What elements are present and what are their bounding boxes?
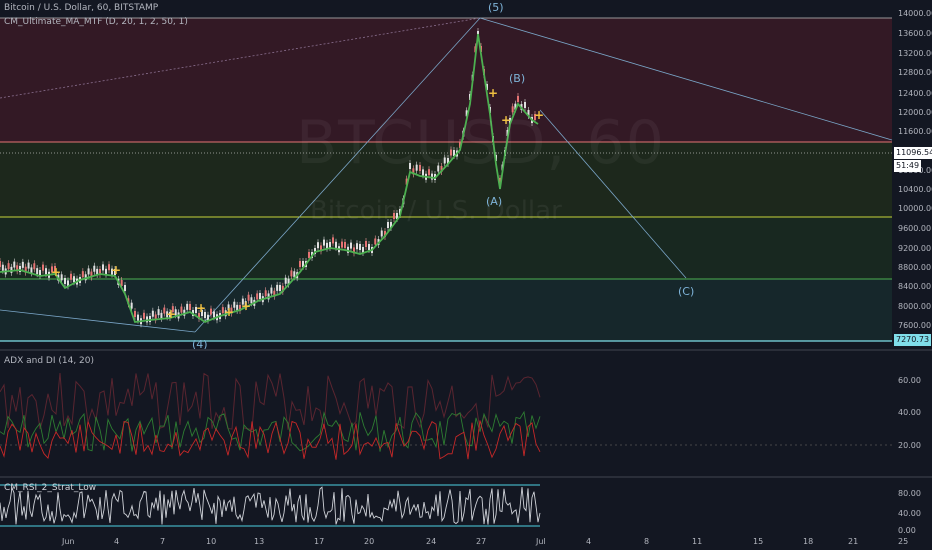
wave-label-4: (4): [192, 338, 208, 351]
price-tick-label: 8400.00: [898, 282, 931, 291]
adx-title[interactable]: ADX and DI (14, 20): [4, 356, 94, 366]
rsi-tick-label: 0.00: [898, 526, 916, 535]
price-tick-label: 7600.00: [898, 321, 931, 330]
time-tick-label: 24: [426, 537, 437, 546]
price-tick-label: 12000.00: [898, 108, 932, 117]
time-tick-label: 20: [364, 537, 375, 546]
last-price-tag: 11096.54: [894, 147, 932, 159]
adx-canvas: 60.00 40.00 20.00: [0, 372, 921, 460]
upper-support-zone: [0, 142, 892, 217]
price-tick-label: 9600.00: [898, 224, 931, 233]
time-tick-label: 11: [692, 537, 703, 546]
moving-average-line: [0, 33, 539, 324]
low-level-tag: 7270.73: [894, 334, 932, 346]
channel-line[interactable]: [479, 17, 893, 141]
signal-cross: +: [166, 307, 176, 321]
price-tick-label: 10000.00: [898, 204, 932, 213]
adx-tick-label: 40.00: [898, 408, 921, 417]
time-tick-label: 18: [803, 537, 814, 546]
adx-pane[interactable]: 60.00 40.00 20.00 ADX and DI (14, 20): [0, 352, 932, 476]
wave-label-a: (A): [486, 195, 503, 208]
time-tick-label: 25: [898, 537, 909, 546]
signal-cross: +: [241, 299, 251, 313]
resistance-zone: [0, 18, 892, 142]
dashed-trendline[interactable]: [0, 17, 481, 99]
wave-line-4-5[interactable]: [194, 17, 481, 333]
rsi-tick-label: 40.00: [898, 509, 921, 518]
signal-cross: +: [111, 263, 121, 277]
time-tick-label: 15: [753, 537, 764, 546]
pane-separator-2[interactable]: [0, 476, 932, 478]
time-tick-label: 13: [254, 537, 265, 546]
time-tick-label: 10: [206, 537, 217, 546]
indicator-legend[interactable]: CM_Ultimate_MA_MTF (D, 20, 1, 2, 50, 1): [4, 17, 188, 27]
signal-cross: +: [224, 305, 234, 319]
signal-cross: +: [501, 113, 511, 127]
price-tick-label: 13600.00: [898, 29, 932, 38]
lower-support-zone: [0, 279, 892, 341]
wave-line-b-c[interactable]: [539, 109, 687, 279]
price-tick-label: 9200.00: [898, 244, 931, 253]
signal-cross: +: [534, 108, 544, 122]
wave-label-b: (B): [509, 72, 526, 85]
price-tick-label: 12400.00: [898, 89, 932, 98]
rsi-axis: 80.00 40.00 0.00: [898, 489, 921, 535]
time-tick-label: 4: [586, 537, 592, 546]
time-tick-label: 17: [314, 537, 325, 546]
price-tick-label: 12800.00: [898, 68, 932, 77]
signal-crosses: + ++ + + +++ +: [51, 86, 544, 321]
adx-tick-label: 60.00: [898, 376, 921, 385]
rsi-canvas: 80.00 40.00 0.00: [0, 484, 921, 535]
rsi-pane[interactable]: 80.00 40.00 0.00 CM_RSI_2_Strat_Low: [0, 479, 932, 536]
signal-cross: +: [51, 265, 61, 279]
time-tick-label: 21: [848, 537, 859, 546]
price-tick-label: 10400.00: [898, 185, 932, 194]
time-tick-label: 27: [476, 537, 487, 546]
price-tick-label: 11600.00: [898, 127, 932, 136]
signal-cross: +: [196, 301, 206, 315]
mid-support-zone: [0, 217, 892, 279]
adx-tick-label: 20.00: [898, 441, 921, 450]
wave-label-5: (5): [488, 1, 504, 14]
watermark-ticker: BTCUSD, 60: [296, 108, 665, 178]
rsi-title[interactable]: CM_RSI_2_Strat_Low: [4, 483, 97, 493]
price-tick-label: 8800.00: [898, 263, 931, 272]
time-axis[interactable]: Jun 4 7 10 13 17 20 24 27 Jul 4 8 11 15 18 21 25: [0, 536, 932, 550]
time-tick-label: 8: [644, 537, 650, 546]
countdown-tag: 51:49: [894, 160, 922, 172]
wave-label-c: (C): [678, 285, 695, 298]
rsi-tick-label: 80.00: [898, 489, 921, 498]
time-tick-label: 4: [114, 537, 120, 546]
adx-axis: 60.00 40.00 20.00: [898, 376, 921, 450]
price-tick-label: 8000.00: [898, 302, 931, 311]
symbol-title: Bitcoin / U.S. Dollar, 60, BITSTAMP: [4, 3, 159, 13]
time-tick-label: Jun: [62, 537, 75, 546]
price-tick-label: 14000.00: [898, 9, 932, 18]
time-tick-label: 7: [160, 537, 166, 546]
watermark-name: Bitcoin / U.S. Dollar: [310, 196, 562, 226]
wave-line-3-4[interactable]: [0, 309, 196, 333]
pane-separator[interactable]: [0, 349, 932, 351]
price-pane[interactable]: +++++++++ 14000.0013600.0013200.0012800.…: [0, 0, 932, 351]
signal-cross: +: [488, 86, 498, 100]
price-chart-canvas: +++++++++ 14000.0013600.0013200.0012800.…: [0, 9, 932, 342]
price-tick-label: 13200.00: [898, 49, 932, 58]
time-tick-label: Jul: [536, 537, 546, 546]
